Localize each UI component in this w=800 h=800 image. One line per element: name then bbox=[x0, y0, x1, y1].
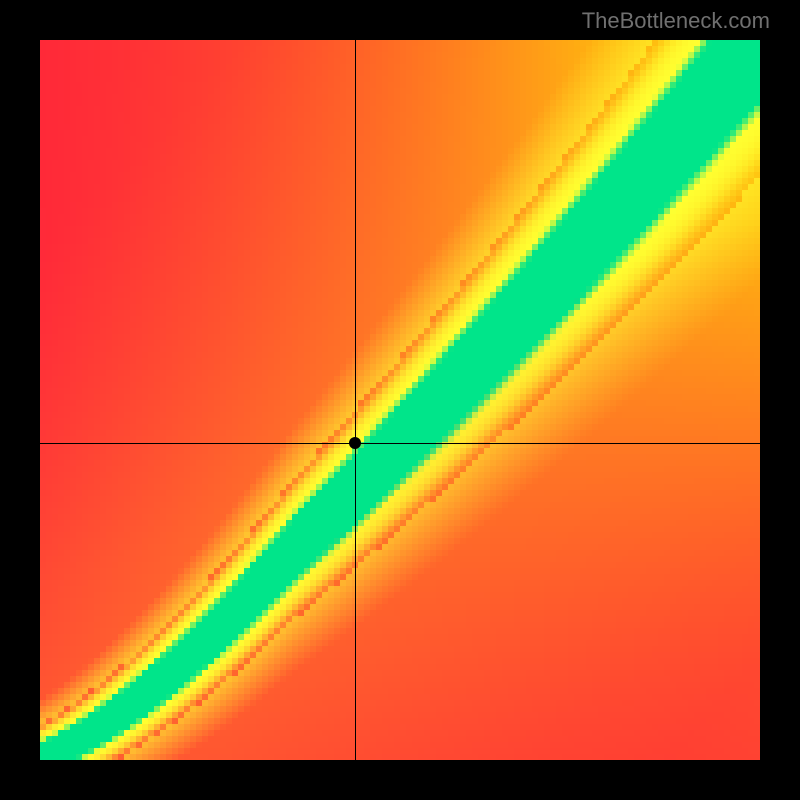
heatmap-plot bbox=[40, 40, 760, 760]
crosshair-vertical bbox=[355, 40, 356, 760]
heatmap-canvas bbox=[40, 40, 760, 760]
data-point-marker bbox=[349, 437, 361, 449]
crosshair-horizontal bbox=[40, 443, 760, 444]
watermark-text: TheBottleneck.com bbox=[582, 8, 770, 34]
